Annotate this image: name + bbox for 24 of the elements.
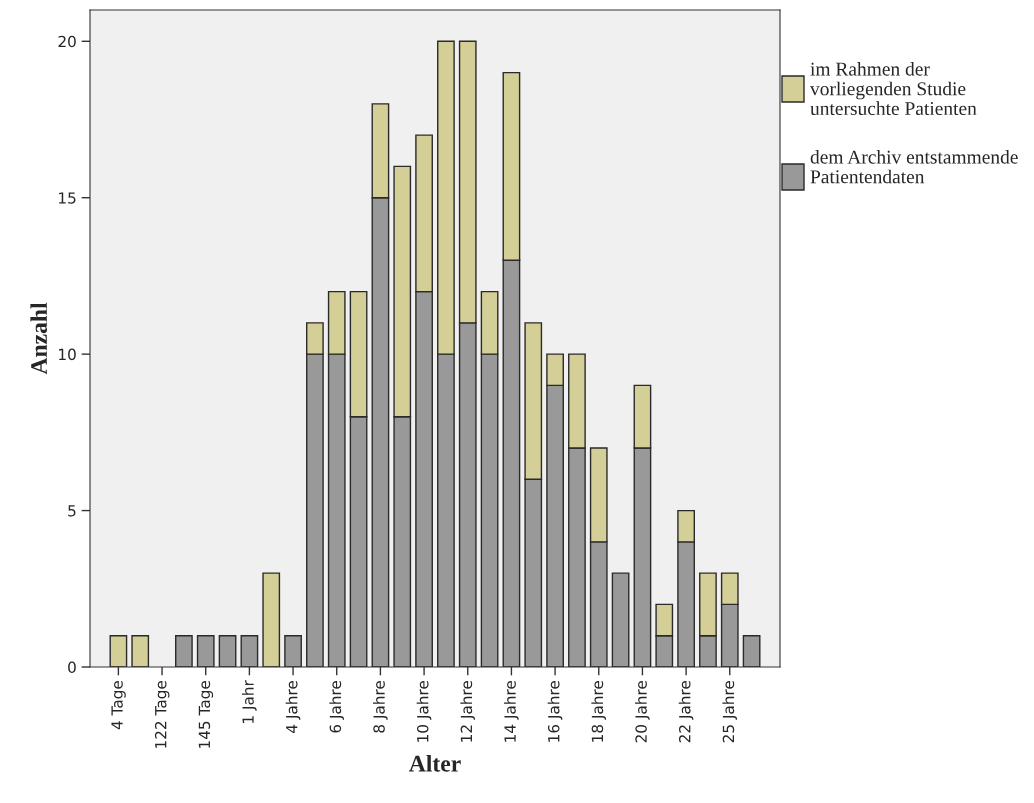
x-tick-label: 8 Jahre [373,681,388,733]
y-tick-label: 15 [59,192,76,204]
x-tick-label: 16 Jahre [547,681,563,742]
x-axis-title: Alter [409,755,461,772]
x-tick-label: 25 Jahre [722,681,738,743]
x-tick-label: 12 Jahre [460,681,476,742]
y-axis-title: Anzahl [30,302,48,375]
y-tick-label: 10 [59,348,76,361]
x-tick-label: 22 Jahre [678,681,694,743]
legend-label: im Rahmen der vorliegenden Studie untersuchte Patienten [810,62,977,116]
x-tick-label: 10 Jahre [416,681,432,742]
x-tick-label: 122 Tage [154,681,170,748]
y-tick-label: 0 [68,661,76,674]
x-tick-label: 14 Jahre [504,681,519,742]
x-tick-label: 4 Tage [111,681,126,730]
y-tick-label: 20 [58,35,76,48]
x-tick-label: 145 Tage [198,681,214,748]
x-tick-label: 6 Jahre [329,681,345,733]
x-tick-label: 1 Jahr [242,680,257,723]
x-tick-label: 20 Jahre [635,681,650,743]
x-tick-label: 18 Jahre [591,681,607,742]
x-tick-label: 4 Jahre [285,681,301,733]
y-tick-label: 5 [68,505,76,517]
legend-label: dem Archiv entstammende Patientendaten [810,150,1018,184]
